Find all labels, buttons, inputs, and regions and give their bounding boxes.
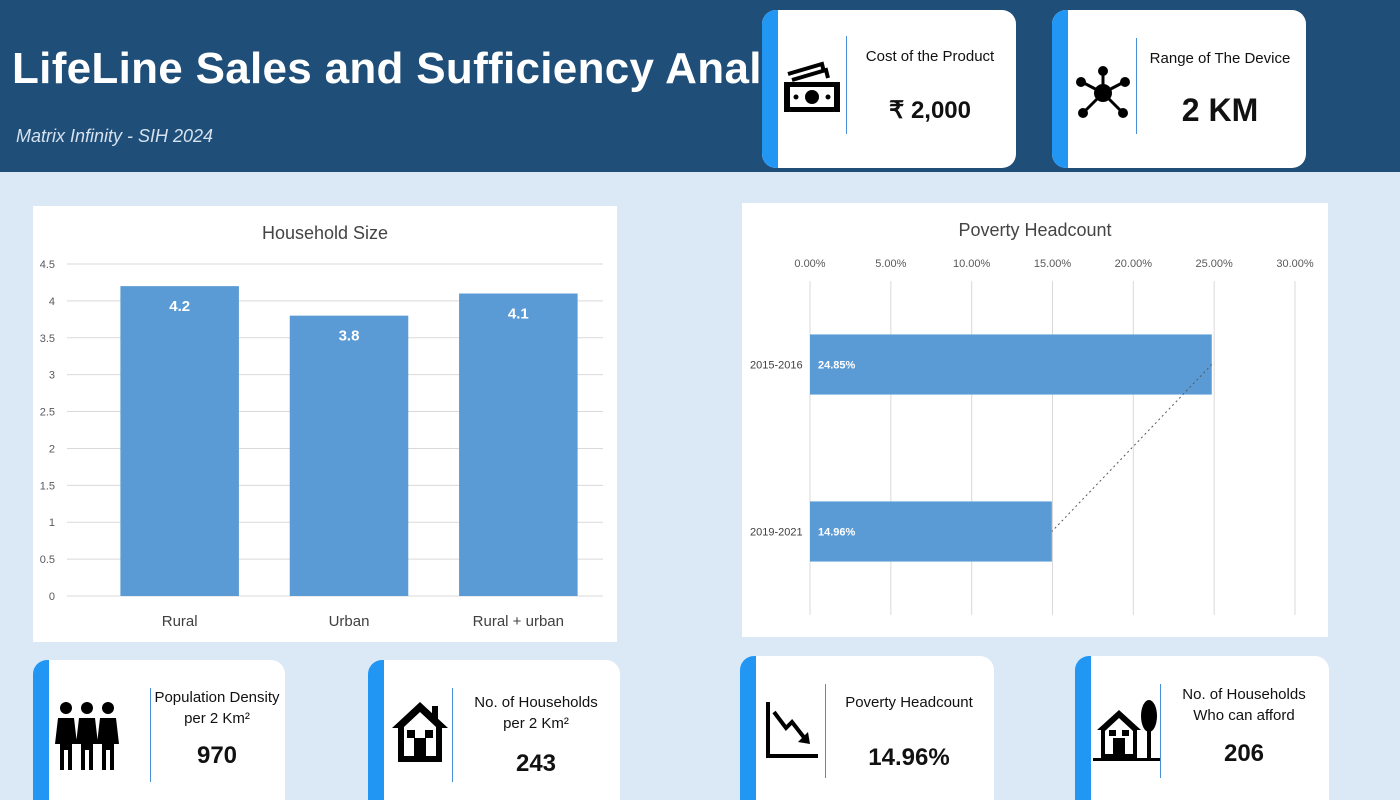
- chart-title: Poverty Headcount: [958, 220, 1112, 240]
- x-tick-label: 20.00%: [1115, 258, 1153, 270]
- card-divider: [1160, 684, 1161, 778]
- x-tick-label: 15.00%: [1034, 258, 1072, 270]
- trend-down-icon: [766, 702, 818, 758]
- x-tick-label: 30.00%: [1276, 258, 1314, 270]
- kpi-value: 970: [196, 742, 238, 769]
- data-label: 14.96%: [818, 527, 856, 539]
- kpi-value: 243: [515, 750, 557, 777]
- x-tick-label: 25.00%: [1196, 258, 1234, 270]
- people-icon: [55, 702, 119, 770]
- kpi-label-line1: No. of Households: [474, 694, 598, 711]
- y-tick-label: 4: [49, 296, 55, 308]
- kpi-value: 206: [1223, 740, 1265, 767]
- kpi-card-population-density: Population Density per 2 Km² 970: [33, 660, 285, 800]
- card-divider: [150, 688, 151, 782]
- y-tick-label: 1.5: [40, 480, 55, 492]
- kpi-card-poverty-headcount: Poverty Headcount 14.96%: [740, 656, 994, 800]
- bar: [120, 286, 239, 596]
- kpi-label: Population Density per 2 Km²: [153, 687, 281, 729]
- x-category-label: Urban: [329, 613, 370, 630]
- kpi-value: ₹ 2,000: [889, 97, 971, 124]
- card-divider: [825, 684, 826, 778]
- money-icon: [784, 61, 840, 112]
- network-icon: [1076, 66, 1130, 118]
- card-accent: [740, 656, 756, 800]
- kpi-card-cost: Cost of the Product ₹ 2,000: [762, 10, 1016, 168]
- kpi-label-line2: per 2 Km²: [184, 710, 250, 727]
- kpi-label-line2: Who can afford: [1193, 707, 1295, 724]
- kpi-label: Poverty Headcount: [845, 694, 973, 711]
- card-accent: [368, 660, 384, 800]
- y-tick-label: 3: [49, 370, 55, 382]
- poverty-headcount-chart-panel: Poverty Headcount 0.00% 5.00% 10.00% 15.00%…: [742, 203, 1328, 637]
- kpi-card-households-afford: No. of Households Who can afford 206: [1075, 656, 1329, 800]
- kpi-card-range: Range of The Device 2 KM: [1052, 10, 1306, 168]
- chart-title: Household Size: [261, 223, 389, 243]
- x-tick-label: 0.00%: [794, 258, 825, 270]
- bar: [810, 501, 1052, 562]
- card-accent: [1052, 10, 1068, 168]
- kpi-value: 14.96%: [868, 744, 950, 771]
- x-tick-label: 5.00%: [875, 258, 906, 270]
- y-tick-label: 1: [49, 517, 55, 529]
- bar: [810, 334, 1212, 395]
- data-label: 4.1: [508, 306, 529, 323]
- y-tick-label: 3.5: [40, 333, 55, 345]
- card-divider: [1136, 38, 1137, 134]
- kpi-label-line1: Population Density: [154, 689, 280, 706]
- x-tick-label: 10.00%: [953, 258, 991, 270]
- bar: [459, 293, 578, 596]
- card-accent: [762, 10, 778, 168]
- y-tick-label: 0.5: [40, 554, 55, 566]
- trendline: [1051, 364, 1213, 532]
- poverty-headcount-chart: 0.00% 5.00% 10.00% 15.00% 20.00% 25.00% 30.00%…: [750, 258, 1314, 615]
- kpi-label-line2: per 2 Km²: [503, 715, 569, 732]
- kpi-card-households: No. of Households per 2 Km² 243: [368, 660, 620, 800]
- card-divider: [846, 36, 847, 134]
- card-accent: [1075, 656, 1091, 800]
- data-label: 4.2: [169, 298, 190, 315]
- y-tick-label: 2: [49, 443, 55, 455]
- household-size-chart: 0 0.5 1 1.5 2 2.5 3 3.5 4 4.5 4.2 Rural 3.8 Urban 4.1 R…: [40, 259, 603, 630]
- page-subtitle: Matrix Infinity - SIH 2024: [16, 126, 214, 146]
- kpi-label: No. of Households Who can afford: [1164, 684, 1324, 726]
- y-category-label: 2015-2016: [750, 360, 803, 372]
- page-title: LifeLine Sales and Sufficiency Analysis: [12, 44, 849, 93]
- kpi-label-line1: No. of Households: [1182, 686, 1306, 703]
- bar: [289, 315, 409, 596]
- household-size-chart-panel: Household Size 0 0.5 1 1.5 2 2.5 3 3.5 4 4.5 4.2 Ru…: [33, 206, 617, 642]
- house-icon: [392, 702, 448, 762]
- x-category-label: Rural: [162, 613, 198, 630]
- card-accent: [33, 660, 49, 800]
- y-category-label: 2019-2021: [750, 527, 803, 539]
- y-tick-label: 4.5: [40, 259, 55, 271]
- kpi-label: Cost of the Product: [865, 48, 995, 65]
- y-tick-label: 2.5: [40, 407, 55, 419]
- kpi-value: 2 KM: [1181, 92, 1259, 128]
- kpi-label: Range of The Device: [1149, 50, 1291, 67]
- data-label: 3.8: [339, 328, 360, 345]
- y-tick-label: 0: [49, 591, 55, 603]
- kpi-label: No. of Households per 2 Km²: [456, 692, 616, 734]
- card-divider: [452, 688, 453, 782]
- data-label: 24.85%: [818, 360, 856, 372]
- home-tree-icon: [1093, 700, 1161, 761]
- x-category-label: Rural + urban: [473, 613, 564, 630]
